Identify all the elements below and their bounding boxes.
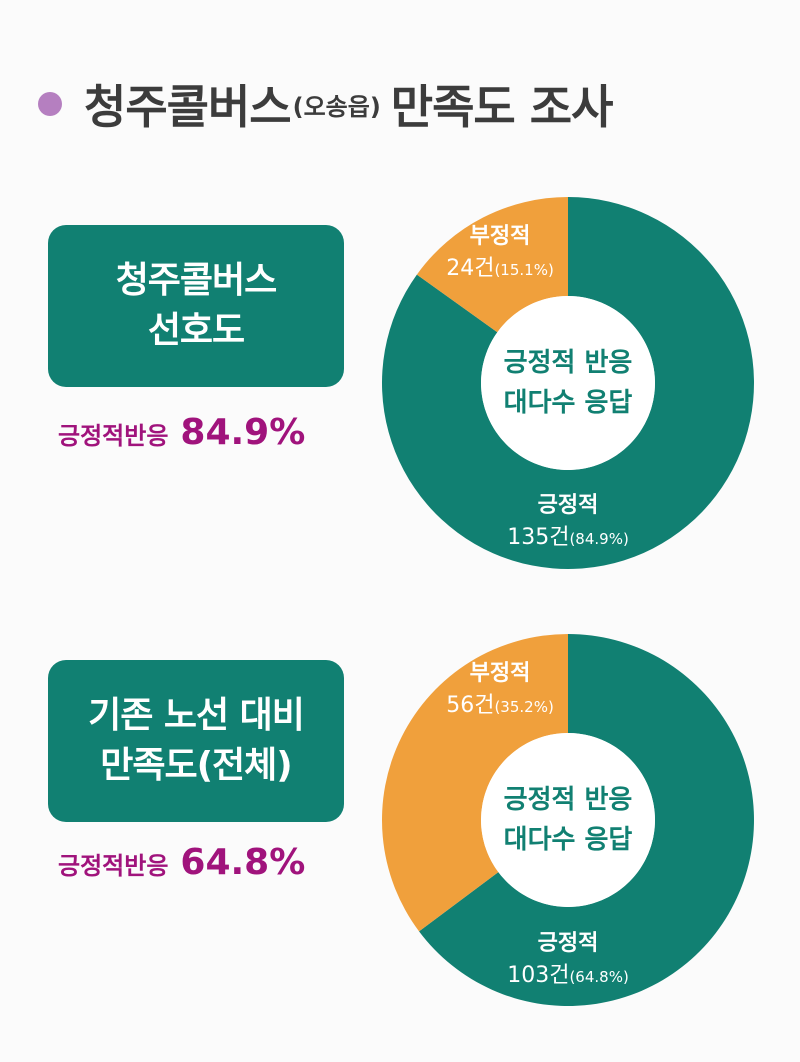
- donut-1-center-line-2: 대다수 응답: [504, 388, 633, 418]
- donut-1-slice-2-category: 부정적: [470, 224, 531, 249]
- donut-1-slice-1: [382, 197, 755, 569]
- title-main: 청주콜버스: [84, 80, 292, 134]
- panel-1-stat-label: 긍정적반응: [58, 422, 169, 450]
- donut-2-center-line-1: 긍정적 반응: [504, 785, 633, 815]
- panel-2-box-line-1: 기존 노선 대비: [88, 695, 305, 736]
- panel-2-stat-label: 긍정적반응: [58, 852, 169, 880]
- panel-1-stat-value: 84.9%: [180, 412, 306, 453]
- panel-2-stat-value: 64.8%: [180, 842, 306, 883]
- panel-1-stat: 긍정적반응 84.9%: [58, 412, 306, 453]
- panel-1-label-box: 청주콜버스 선호도: [48, 225, 344, 387]
- donut-2-slice-2: [381, 634, 568, 932]
- panel-2-stat: 긍정적반응 64.8%: [58, 842, 306, 883]
- donut-1-hole: [481, 296, 655, 470]
- donut-1-slice-1-category: 긍정적: [538, 493, 599, 518]
- donut-1-center-line-1: 긍정적 반응: [504, 348, 633, 378]
- title-sub: (오송읍): [292, 92, 381, 121]
- donut-2-slice-2-value: 56건(35.2%): [446, 693, 554, 718]
- panel-1-box-line-2: 선호도: [147, 310, 245, 351]
- donut-1-slice-2: [416, 197, 568, 333]
- title-tail: 만족도 조사: [390, 80, 614, 134]
- donut-2-center-line-2: 대다수 응답: [504, 825, 633, 855]
- donut-2-hole: [481, 733, 655, 907]
- page-title: 청주콜버스 (오송읍) 만족도 조사: [38, 62, 614, 146]
- donut-2-slice-2-category: 부정적: [470, 661, 531, 686]
- panel-2-box-line-2: 만족도(전체): [100, 745, 293, 786]
- donut-1-slice-2-value: 24건(15.1%): [446, 256, 554, 281]
- donut-2-slice-1-category: 긍정적: [538, 931, 599, 956]
- donut-2-slice-1: [419, 634, 754, 1006]
- panel-2-label-box: 기존 노선 대비 만족도(전체): [48, 660, 344, 822]
- donut-2-slice-1-value: 103건(64.8%): [507, 963, 629, 988]
- bullet-dot-icon: [38, 92, 62, 116]
- donut-1-slice-1-value: 135건(84.9%): [507, 525, 629, 550]
- panel-1-box-line-1: 청주콜버스: [115, 260, 278, 301]
